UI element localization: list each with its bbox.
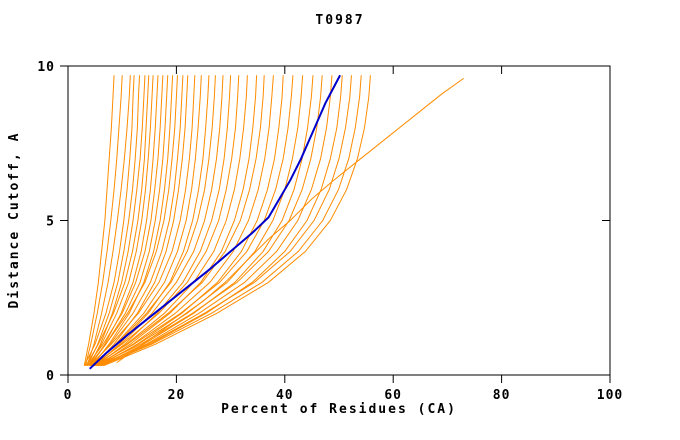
model-curve [103,75,371,367]
x-tick-label: 40 [276,388,294,403]
x-tick-label: 20 [168,388,186,403]
x-tick-label: 80 [493,388,511,403]
y-tick-label: 10 [37,60,55,75]
model-curve [84,75,123,366]
highlight-curve [88,74,341,370]
model-curve [96,75,274,367]
model-curve [97,75,352,367]
model-curve [91,75,174,367]
model-curve [90,75,216,367]
model-curve [97,75,258,367]
curve-layer [83,74,464,370]
x-axis-label: Percent of Residues (CA) [221,402,457,417]
model-curve [92,75,202,367]
model-curve [92,75,240,367]
model-curve [88,75,178,367]
tick-layer: 0 20 40 60 80 100 0 5 10 [37,60,623,403]
model-curve [90,75,184,367]
model-curve [100,75,314,367]
model-curve [101,75,343,367]
model-curve [83,75,115,366]
model-curve [89,75,169,367]
model-curve [94,75,210,367]
model-curve [83,75,135,366]
x-tick-label: 100 [597,388,623,403]
model-curve [87,75,141,366]
model-curve [89,75,196,367]
model-curve [86,75,131,366]
model-curve [100,75,362,367]
chart-title: T0987 [315,13,364,28]
y-axis-label: Distance Cutoff, A [7,132,22,309]
y-tick-label: 0 [46,369,55,384]
model-curve [99,75,284,367]
model-curve [86,75,164,367]
x-tick-label: 0 [64,388,73,403]
model-curve [99,75,333,367]
x-tick-label: 60 [384,388,402,403]
model-curve [88,75,154,366]
outlier-model-curve [116,77,464,364]
y-tick-label: 5 [46,215,55,230]
model-curve [94,75,248,367]
model-curve [85,75,150,366]
model-curve [93,75,265,367]
